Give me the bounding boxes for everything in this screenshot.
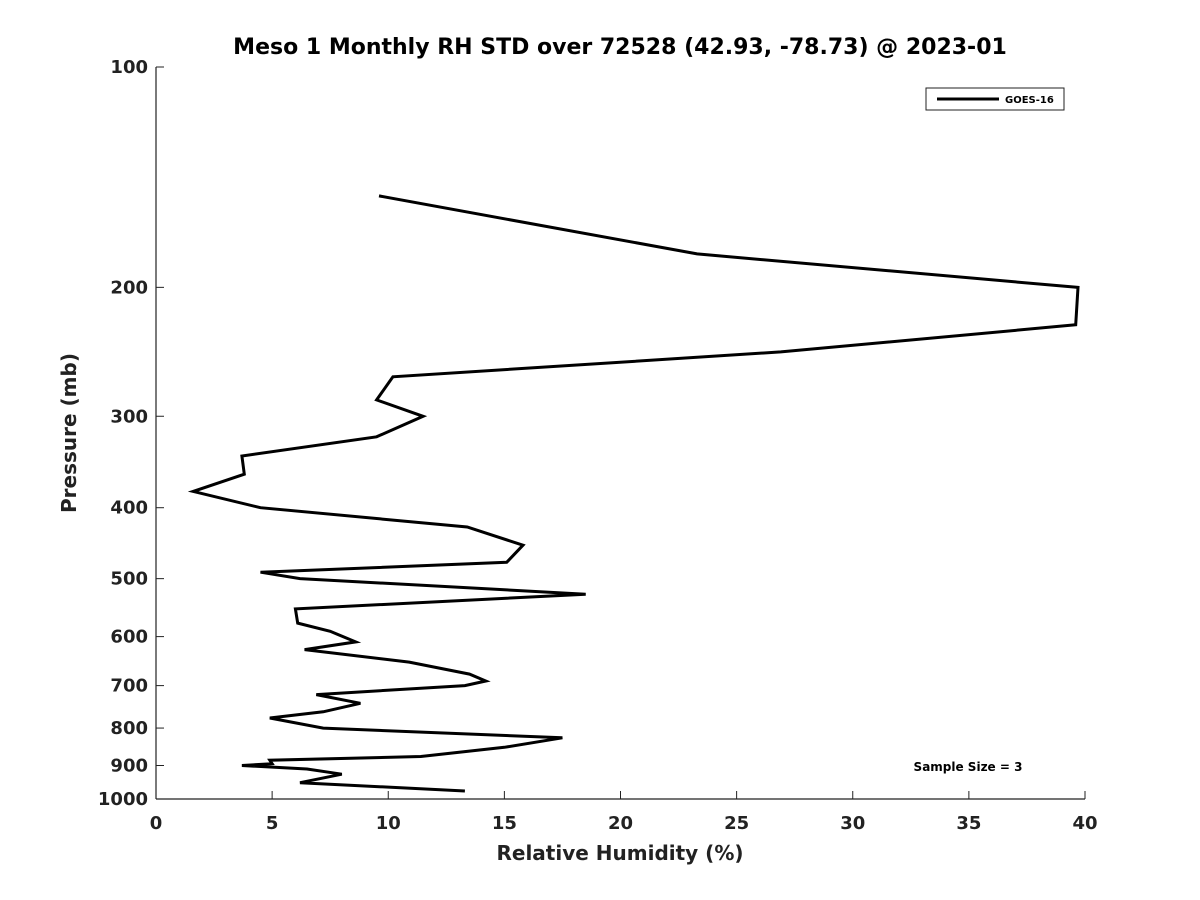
chart-title: Meso 1 Monthly RH STD over 72528 (42.93,… [233, 35, 1007, 60]
x-axis-ticks: 0 5 10 15 20 25 30 35 40 [150, 791, 1098, 834]
y-axis-ticks: 100 200 300 400 500 600 700 800 900 1000 [98, 57, 164, 810]
y-tick-label: 800 [110, 718, 148, 739]
y-tick-label: 1000 [98, 789, 148, 810]
x-tick-label: 10 [376, 813, 401, 834]
y-tick-label: 400 [110, 498, 148, 519]
plot-area [187, 194, 1080, 793]
y-tick-label: 900 [110, 756, 148, 777]
legend-label-goes-16: GOES-16 [1005, 95, 1054, 106]
x-tick-label: 40 [1072, 813, 1097, 834]
x-tick-label: 5 [266, 813, 279, 834]
x-tick-label: 35 [956, 813, 981, 834]
x-tick-label: 30 [840, 813, 865, 834]
y-tick-label: 700 [110, 676, 148, 697]
x-axis-label: Relative Humidity (%) [496, 841, 743, 865]
y-tick-label: 200 [110, 277, 148, 298]
y-tick-label: 100 [110, 57, 148, 78]
x-tick-label: 15 [492, 813, 517, 834]
y-tick-label: 300 [110, 406, 148, 427]
y-tick-label: 600 [110, 627, 148, 648]
x-tick-label: 20 [608, 813, 633, 834]
sample-size-annotation: Sample Size = 3 [914, 760, 1023, 774]
x-tick-label: 0 [150, 813, 163, 834]
series-line-goes-16 [187, 194, 1080, 793]
y-axis-label: Pressure (mb) [57, 353, 81, 513]
x-tick-label: 25 [724, 813, 749, 834]
legend: GOES-16 [925, 87, 1065, 111]
y-tick-label: 500 [110, 569, 148, 590]
